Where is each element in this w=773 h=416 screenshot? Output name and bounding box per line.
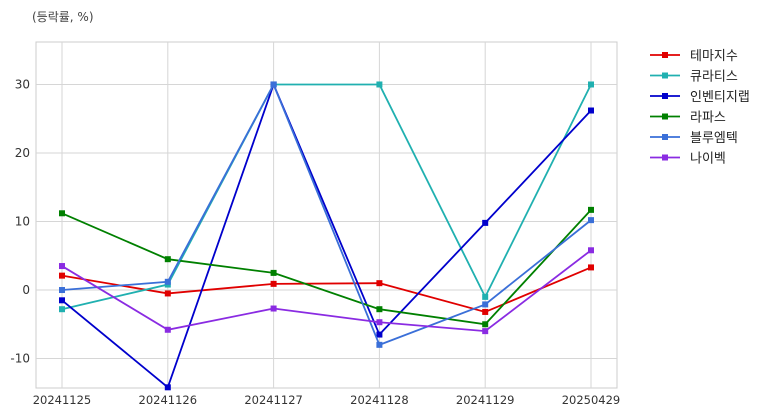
legend-label: 큐라티스 [690,70,738,85]
data-point [164,256,171,263]
data-point [482,301,489,308]
series-line [61,83,592,311]
series-line [61,209,592,326]
legend-item-3: 인벤티지랩 [650,90,750,105]
data-point [164,326,171,333]
data-point [164,278,171,285]
data-point [482,293,489,300]
data-point [164,290,171,297]
series-4 [59,206,594,328]
legend-item-4: 라파스 [650,111,726,126]
x-tick-label: 20241129 [456,393,515,407]
data-point [164,384,171,391]
y-tick-label: 30 [15,77,30,91]
y-tick-label: 0 [22,283,30,297]
data-point [482,308,489,315]
y-tick-label: 20 [15,146,30,160]
legend-marker [662,134,668,140]
y-tick-label: -10 [10,352,30,366]
legend-item-6: 나이벡 [650,152,726,167]
data-point [59,297,65,304]
legend-item-2: 큐라티스 [650,70,738,85]
series-6 [59,247,594,335]
data-point [376,331,383,338]
legend-label: 테마지수 [690,49,738,64]
data-point [59,272,65,279]
data-point [588,81,594,88]
data-point [588,107,594,114]
x-tick-label: 20241125 [33,393,92,407]
data-point [376,280,383,287]
data-point [59,210,65,217]
legend-marker [662,113,668,120]
series-5 [59,81,594,348]
x-tick-label: 20250429 [562,393,621,407]
data-point [588,247,594,254]
legend-marker [662,52,668,58]
data-point [270,269,277,276]
data-point [376,341,383,348]
series-line [61,81,592,389]
data-point [482,328,489,335]
legend-marker [662,93,668,99]
x-tick-label: 20241126 [139,393,198,407]
data-point [588,217,594,224]
x-tick-label: 20241127 [244,393,303,407]
data-point [588,264,594,271]
data-point [270,280,277,287]
data-point [482,321,489,328]
legend-item-5: 블루엠텍 [650,131,738,146]
legend-marker [662,72,668,79]
data-point [270,305,277,312]
data-point [482,219,489,226]
legend-label: 블루엠텍 [690,131,738,146]
data-point [59,287,65,294]
data-point [59,306,65,313]
legend-label: 인벤티지랩 [690,90,750,105]
data-point [270,81,277,88]
y-tick-label: 10 [15,215,30,229]
legend-marker [662,154,668,161]
data-point [59,263,65,270]
series-line [61,249,592,333]
legend-item-1: 테마지수 [650,49,738,64]
y-axis-unit-label: (등락률, %) [32,10,94,24]
data-point [376,81,383,88]
legend-label: 나이벡 [690,152,726,167]
data-point [376,306,383,313]
data-point [376,319,383,326]
data-point [588,206,594,213]
series-line [61,82,592,346]
x-tick-label: 20241128 [350,393,409,407]
legend-label: 라파스 [690,111,726,126]
